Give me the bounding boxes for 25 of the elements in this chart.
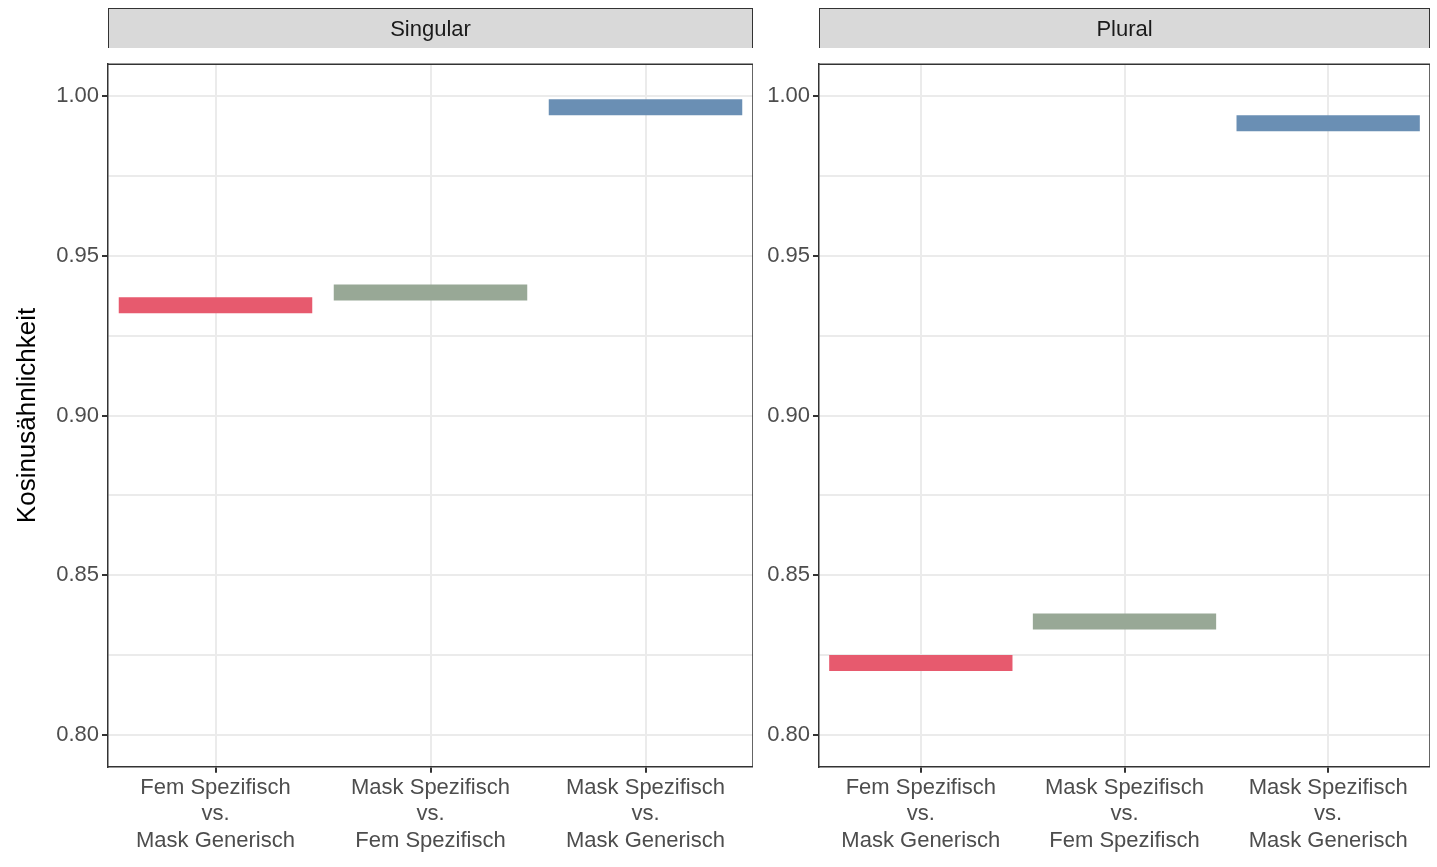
y-axis-title: Kosinusähnlichkeit [10,307,41,524]
bar [548,99,743,116]
y-tick-label: 1.00 [767,82,810,108]
y-tick-label: 0.95 [56,241,99,267]
x-tick-label: Fem Spezifisch vs. Mask Generisch [136,774,295,852]
y-tick-label: 0.80 [56,720,99,746]
y-tick-label: 0.90 [767,401,810,427]
x-tick-label: Mask Spezifisch vs. Mask Generisch [1248,774,1408,852]
x-tick-label: Fem Spezifisch vs. Mask Generisch [841,774,1001,852]
bar [1236,115,1420,132]
y-tick-label: 0.95 [767,241,810,267]
x-tick-label: Mask Spezifisch vs. Fem Spezifisch [1045,774,1204,852]
bar [1032,613,1217,630]
bar [829,655,1013,671]
chart-title: Plural [1096,15,1153,42]
y-tick-label: 0.80 [767,720,810,746]
y-tick-label: 0.90 [56,401,99,427]
bar [333,284,528,301]
bar [118,297,313,314]
y-tick-label: 0.85 [767,561,810,587]
x-tick-label: Mask Spezifisch vs. Mask Generisch [566,774,725,852]
chart-title: Singular [390,15,471,42]
x-tick-label: Mask Spezifisch vs. Fem Spezifisch [351,774,510,852]
y-tick-label: 0.85 [56,561,99,587]
y-tick-label: 1.00 [56,82,99,108]
